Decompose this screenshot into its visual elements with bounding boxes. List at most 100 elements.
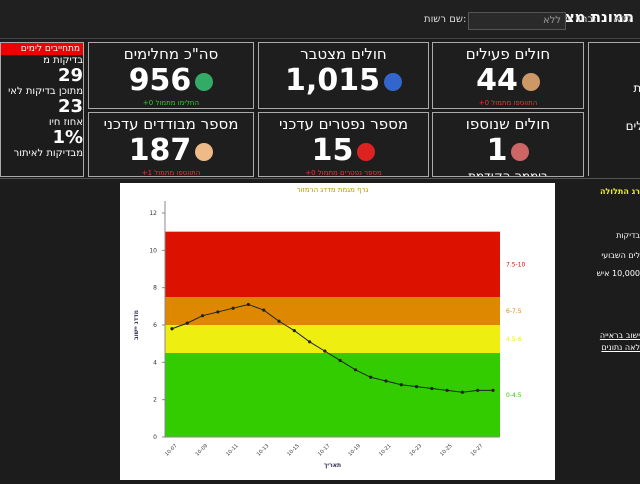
- y-tick-label: 0: [153, 434, 157, 441]
- point: [307, 340, 312, 344]
- card-note: מספר נפטרים מתמול 0+: [305, 169, 382, 177]
- filter-label: שם רשות:: [424, 14, 467, 25]
- band-label: 6-7.5: [506, 308, 522, 315]
- line: [171, 303, 493, 393]
- side-text: בדיקות: [616, 231, 640, 240]
- right-card: בבית4במלונות0בבתי חולים: [588, 42, 640, 176]
- point: [170, 327, 174, 331]
- stat-card: חולים מצטבר 1,015: [258, 42, 429, 109]
- top-bar: תמונת מצב כ ללא בחר יישוב: ללא שם רשות:: [0, 0, 640, 39]
- stat-card: חולים שנוספו 1 ביממה הקודמת: [432, 112, 584, 177]
- card-line: 23: [57, 96, 83, 117]
- point: [262, 308, 266, 312]
- side-text: ישוב בראייה: [599, 331, 640, 340]
- card-note: התווספו מתמול 1+: [141, 169, 201, 177]
- filter-label: בחר יישוב:: [552, 14, 597, 25]
- filter-dropdown[interactable]: ללא: [468, 12, 566, 30]
- point: [231, 306, 235, 310]
- filter-value[interactable]: ללא: [614, 14, 633, 25]
- point: [430, 386, 434, 391]
- chart-panel: גרף מגמת מדדג הרמזור 0-4.5 4.5-6 6-7.5 7.5-1…: [120, 183, 555, 480]
- card-title: מספר נפטרים עדכני: [278, 115, 409, 133]
- card-line: אחוז חיו: [48, 117, 83, 128]
- card-note: התווספו מתמול 0+: [478, 99, 538, 107]
- side-text: רג התלולה: [599, 187, 640, 196]
- side-text: לים השבועי: [601, 251, 640, 260]
- side-text: 10,000 איש: [596, 269, 640, 278]
- card-line: מתוכן בדיקות לאי: [8, 86, 83, 97]
- card-value: 44: [476, 63, 518, 98]
- card-value-row: 1: [433, 133, 583, 169]
- point: [185, 321, 189, 325]
- point: [384, 379, 388, 383]
- point: [200, 314, 205, 318]
- x-tick-label: 10-11: [225, 443, 240, 458]
- card-line: 1%: [52, 127, 83, 148]
- card-line: 4: [589, 57, 640, 81]
- card-title: חולים מצטבר: [300, 45, 387, 63]
- card-value: 1: [486, 133, 508, 168]
- card-icon: [383, 72, 402, 91]
- band: [165, 353, 500, 437]
- card-line: בבתי חולים: [625, 119, 640, 133]
- side-text: לאה נתונים: [601, 343, 640, 352]
- point: [246, 302, 251, 307]
- point: [491, 388, 495, 392]
- point: [460, 390, 465, 394]
- band: [165, 231, 500, 297]
- divider: [0, 178, 640, 179]
- x-axis-label: תאריך: [324, 462, 341, 469]
- card-line: מבדיקות לאיתור: [13, 148, 83, 159]
- card-line: בדיקות מ: [43, 55, 83, 66]
- card-icon: [195, 72, 214, 91]
- x-tick-label: 10-17: [317, 443, 332, 458]
- y-tick-label: 10: [149, 247, 157, 254]
- band: [165, 297, 500, 325]
- left-card: מתחייבים לימים בדיקות מ 29 מתוכן בדיקות לאי…: [0, 42, 84, 177]
- band-label: 7.5-10: [506, 261, 526, 268]
- y-tick-label: 4: [153, 359, 157, 366]
- stat-card: סה"כ מחלימים 956 החלימו מתמול 0+: [88, 42, 254, 109]
- x-tick-label: 10-21: [378, 443, 393, 458]
- band-label: 0-4.5: [506, 392, 522, 399]
- stat-card: חולים פעילים 44 התווספו מתמול 0+: [432, 42, 584, 109]
- x-tick-label: 10-09: [195, 443, 210, 458]
- point: [292, 329, 296, 333]
- card-title: חולים שנוספו: [465, 115, 551, 133]
- right-card-content: בבית4במלונות0בבתי חולים: [589, 43, 640, 133]
- point: [414, 385, 419, 389]
- card-title: מספר מבודדים עדכני: [103, 115, 239, 133]
- card-value: 956: [128, 63, 192, 98]
- card-title: סה"כ מחלימים: [123, 45, 219, 63]
- band: [165, 325, 500, 353]
- card-line: במלונות: [589, 81, 640, 95]
- card-line: 0: [589, 95, 640, 119]
- card-line: בבית: [589, 43, 640, 57]
- point: [338, 358, 342, 363]
- chart-title: גרף מגמת מדדג הרמזור: [297, 186, 369, 194]
- card-line: 29: [57, 65, 83, 86]
- point: [277, 319, 281, 323]
- x-tick-label: 10-27: [470, 443, 485, 458]
- card-value: 187: [128, 133, 192, 168]
- card-value: 15: [311, 133, 354, 168]
- point: [399, 383, 403, 387]
- card-note: החלימו מתמול 0+: [142, 99, 200, 107]
- y-tick-label: 8: [153, 285, 157, 292]
- stat-card: מספר מבודדים עדכני 187 התווספו מתמול 1+: [88, 112, 254, 177]
- x-tick-label: 10-07: [164, 443, 179, 458]
- card-value-row: 1,015: [259, 63, 428, 99]
- x-tick-label: 10-15: [286, 443, 301, 458]
- card-value-row: 15: [259, 133, 428, 169]
- point: [353, 368, 358, 372]
- card-icon: [511, 142, 530, 161]
- y-tick-label: 2: [153, 397, 157, 404]
- card-note: ביממה הקודמת: [468, 169, 548, 177]
- card-value: 1,015: [285, 63, 380, 98]
- point: [216, 310, 220, 314]
- card-icon: [195, 142, 214, 161]
- stat-card: מספר נפטרים עדכני 15 מספר נפטרים מתמול 0+: [258, 112, 429, 177]
- band-label: 4.5-6: [506, 336, 522, 343]
- point: [476, 388, 480, 392]
- card-icon: [357, 142, 376, 161]
